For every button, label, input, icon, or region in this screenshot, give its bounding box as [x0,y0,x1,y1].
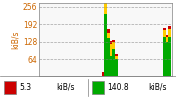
Bar [110,44,112,56]
Bar [102,72,104,76]
Bar [92,81,104,94]
Bar [166,37,168,42]
Bar [168,37,171,76]
Bar [104,3,107,14]
Bar [4,81,16,94]
Bar [168,26,171,29]
Bar [112,42,115,49]
Bar [107,38,110,76]
Bar [115,56,118,59]
Bar [163,37,166,76]
Bar [107,33,110,38]
Bar [110,56,112,76]
Bar [163,28,166,30]
Text: kiB/s: kiB/s [56,83,75,92]
Bar [166,42,168,76]
Bar [115,54,118,56]
Bar [110,40,112,44]
Bar [112,40,115,42]
Bar [166,35,168,37]
Bar [107,29,110,33]
Bar [168,29,171,37]
Text: 5.3: 5.3 [19,83,32,92]
Bar [112,49,115,76]
Y-axis label: kiB/s: kiB/s [11,30,20,49]
Text: kiB/s: kiB/s [148,83,166,92]
Bar [104,14,107,76]
Bar [163,30,166,37]
Text: 140.8: 140.8 [107,83,129,92]
Bar [104,0,107,3]
Bar [115,59,118,76]
